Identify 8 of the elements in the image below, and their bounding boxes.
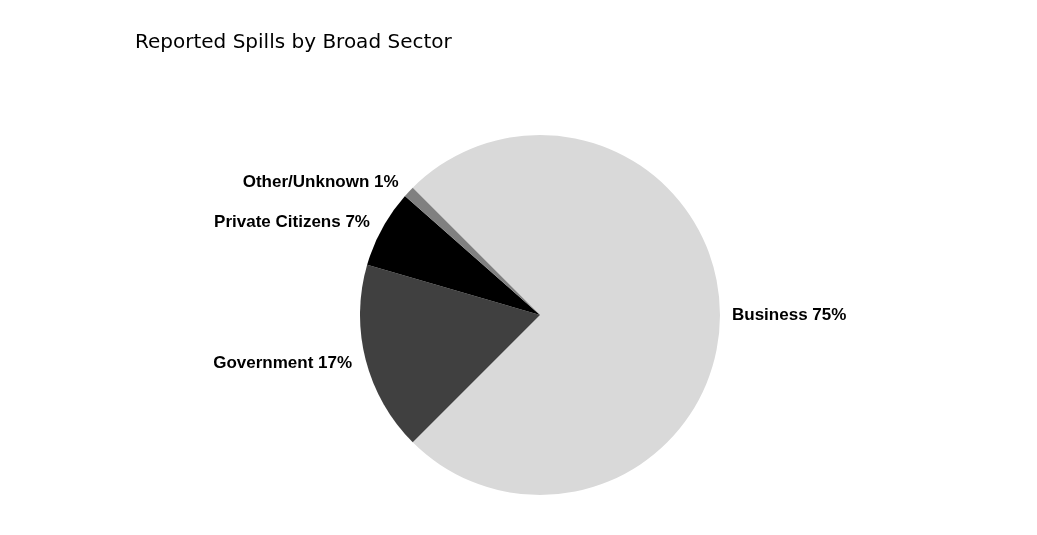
slice-label: Private Citizens 7%	[214, 211, 370, 231]
pie-slice	[412, 135, 720, 495]
slice-label: Government 17%	[213, 353, 353, 373]
chart-title: Reported Spills by Broad Sector	[135, 29, 453, 53]
pie-slice	[360, 264, 540, 443]
slice-label: Business 75%	[732, 305, 847, 324]
pie-slice	[404, 187, 540, 315]
slice-label: Other/Unknown 1%	[242, 172, 399, 192]
